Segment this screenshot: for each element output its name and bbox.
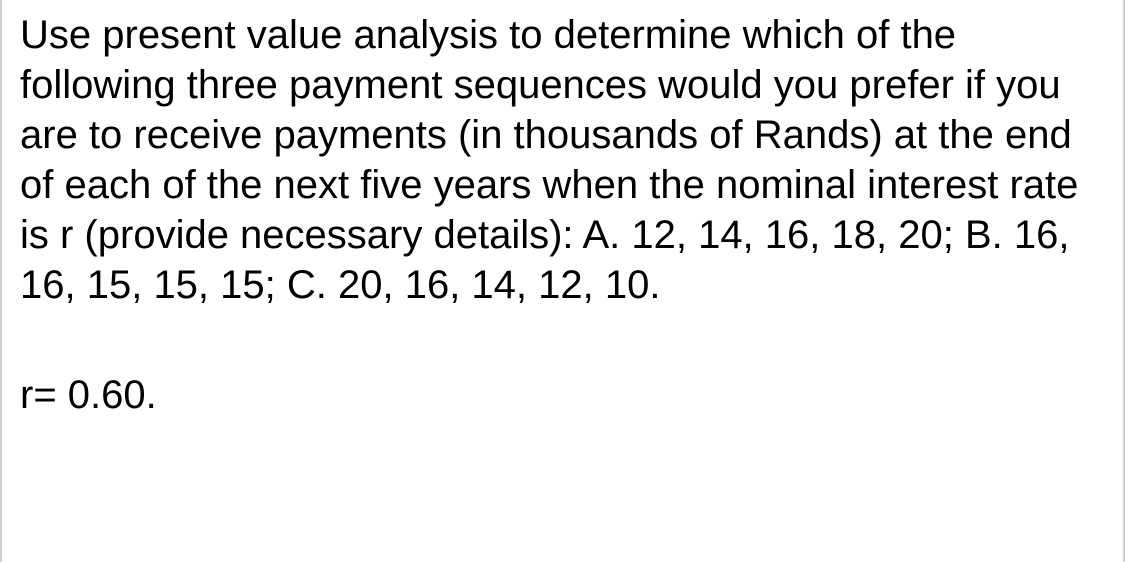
- problem-statement: Use present value analysis to determine …: [20, 10, 1105, 310]
- document-page: Use present value analysis to determine …: [0, 0, 1125, 562]
- interest-rate-line: r= 0.60.: [20, 370, 1105, 420]
